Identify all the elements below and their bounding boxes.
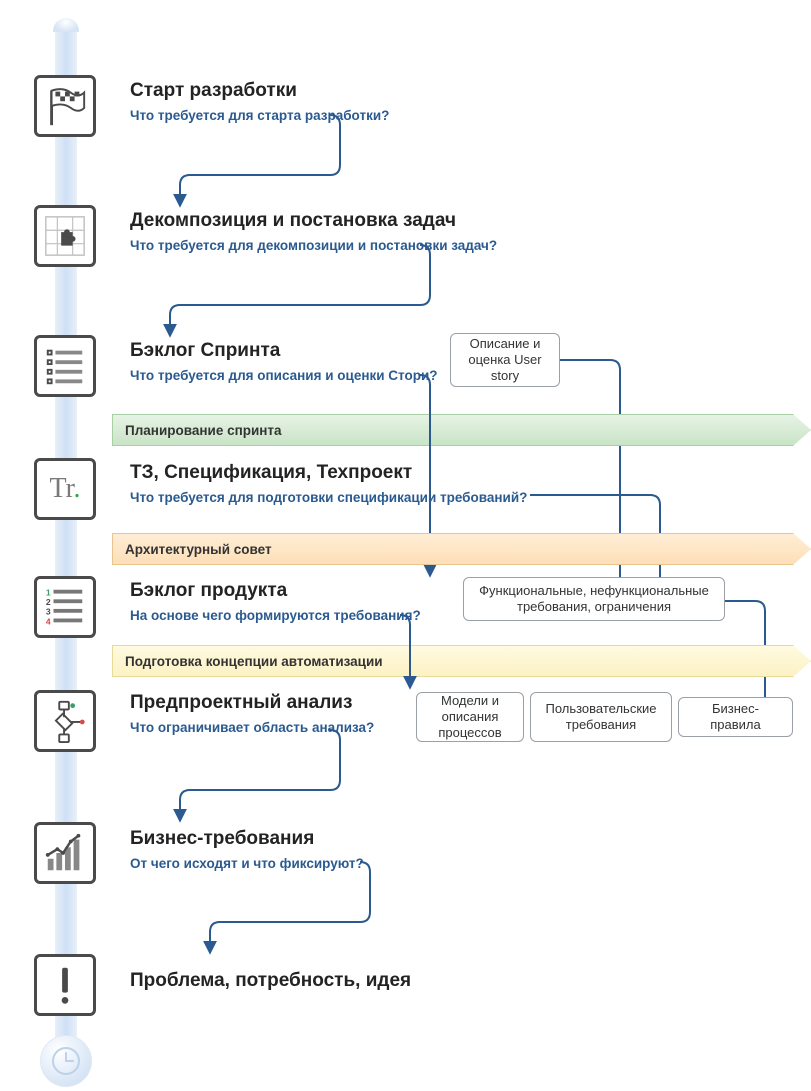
step-decomp-text: Декомпозиция и постановка задач Что треб… [130, 210, 781, 253]
pill-userreqs: Пользовательские требования [530, 692, 672, 742]
puzzle-icon [42, 213, 88, 259]
step-preproj-text: Предпроектный анализ Что ограничивает об… [130, 692, 411, 735]
step-subtitle[interactable]: Что требуется для старта разработки? [130, 108, 781, 123]
step-subtitle[interactable]: Что требуется для декомпозиции и постано… [130, 238, 781, 253]
arrow-start-decomp [130, 115, 350, 215]
step-spec-text: ТЗ, Спецификация, Техпроект Что требуетс… [130, 462, 781, 505]
node-start [34, 75, 96, 137]
step-title: Проблема, потребность, идея [130, 970, 781, 992]
step-title: Старт разработки [130, 80, 781, 102]
step-bizreq-text: Бизнес-требования От чего исходят и что … [130, 828, 781, 871]
svg-text:2: 2 [46, 597, 51, 607]
node-product: 1 2 3 4 [34, 576, 96, 638]
step-title: Бэклог продукта [130, 580, 461, 602]
step-subtitle[interactable]: Что ограничивает область анализа? [130, 720, 411, 735]
node-spec: Tr. [34, 458, 96, 520]
pill-userstory: Описание и оценка User story [450, 333, 560, 387]
step-product-text: Бэклог продукта На основе чего формируют… [130, 580, 461, 623]
node-preproj [34, 690, 96, 752]
arrow-decomp-sprint [130, 245, 530, 345]
step-title: Декомпозиция и постановка задач [130, 210, 781, 232]
numlist-icon: 1 2 3 4 [42, 584, 88, 630]
step-problem-text: Проблема, потребность, идея [130, 970, 781, 998]
pill-funcreq: Функциональные, нефункциональные требова… [463, 577, 725, 621]
flag-icon [42, 83, 88, 129]
svg-text:3: 3 [46, 607, 51, 617]
node-problem [34, 954, 96, 1016]
exclaim-icon [42, 962, 88, 1008]
pill-models: Модели и описания процессов [416, 692, 524, 742]
step-title: Бизнес-требования [130, 828, 781, 850]
pill-bizrules: Бизнес-правила [678, 697, 793, 737]
step-title: Предпроектный анализ [130, 692, 411, 714]
tr-icon: Tr. [50, 473, 81, 505]
svg-text:4: 4 [46, 616, 51, 626]
step-title: ТЗ, Спецификация, Техпроект [130, 462, 781, 484]
node-decomp [34, 205, 96, 267]
band-label: Подготовка концепции автоматизации [125, 654, 383, 669]
barchart-icon [42, 830, 88, 876]
step-start-text: Старт разработки Что требуется для старт… [130, 80, 781, 123]
arrow-preproj-biz [130, 730, 430, 830]
step-subtitle[interactable]: От чего исходят и что фиксируют? [130, 856, 781, 871]
timeline-bar [55, 20, 77, 1050]
node-sprint [34, 335, 96, 397]
step-subtitle[interactable]: На основе чего формируются требования? [130, 608, 461, 623]
band-label: Планирование спринта [125, 423, 282, 438]
svg-text:1: 1 [46, 588, 51, 598]
band-concept: Подготовка концепции автоматизации [112, 645, 811, 677]
band-arch: Архитектурный совет [112, 533, 811, 565]
node-bizreq [34, 822, 96, 884]
step-subtitle[interactable]: Что требуется для подготовки спецификаци… [130, 490, 781, 505]
process-icon [42, 698, 88, 744]
checklist-icon [42, 343, 88, 389]
band-planning: Планирование спринта [112, 414, 811, 446]
arrow-biz-problem [130, 862, 480, 962]
clock-icon [40, 1035, 92, 1087]
band-label: Архитектурный совет [125, 542, 272, 557]
